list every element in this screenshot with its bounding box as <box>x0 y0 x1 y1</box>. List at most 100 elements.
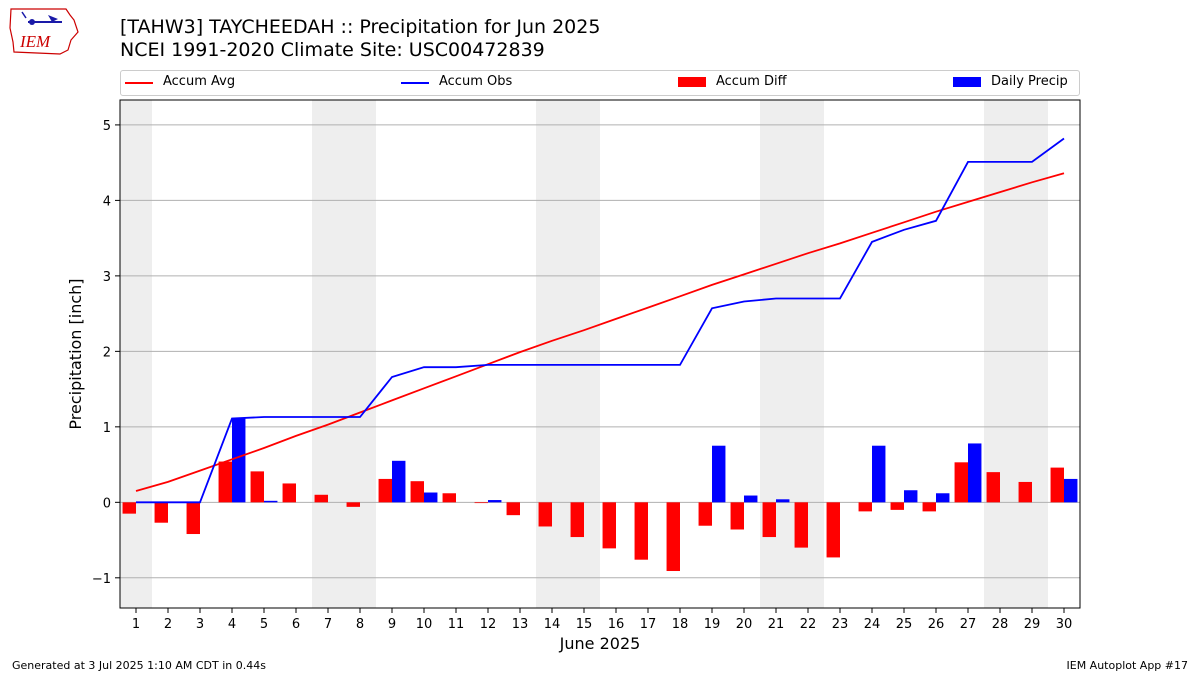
x-tick-label: 24 <box>864 617 881 632</box>
accum-diff-bar <box>154 502 168 523</box>
x-tick-label: 6 <box>292 617 300 632</box>
iem-logo: IEM <box>9 8 79 55</box>
accum-diff-bar <box>538 502 552 527</box>
chart-subtitle: NCEI 1991-2020 Climate Site: USC00472839 <box>120 39 545 61</box>
x-tick-label: 16 <box>608 617 625 632</box>
accum-diff-bar <box>666 502 680 572</box>
daily-precip-bar <box>936 493 950 503</box>
x-tick-label: 23 <box>832 617 849 632</box>
y-axis-label: Precipitation [inch] <box>66 278 85 429</box>
accum-diff-bar <box>762 502 776 538</box>
plot-frame <box>119 99 1081 609</box>
x-tick-label: 25 <box>896 617 913 632</box>
legend-swatch-accum-diff <box>678 77 706 87</box>
weekend-shade <box>984 100 1016 608</box>
accum-diff-bar <box>602 502 616 549</box>
accum-diff-bar <box>698 502 712 526</box>
daily-precip-bar <box>392 460 406 503</box>
daily-precip-bar <box>232 418 246 503</box>
accum-avg-line <box>135 172 1065 492</box>
y-tick-label: 3 <box>103 270 111 285</box>
x-tick-label: 30 <box>1056 617 1073 632</box>
legend-label-accum-diff: Accum Diff <box>716 74 787 89</box>
accum-diff-bar <box>250 471 264 503</box>
x-tick-label: 13 <box>512 617 529 632</box>
daily-precip-bar <box>872 445 886 503</box>
daily-precip-bar <box>744 495 758 503</box>
y-tick-label: 2 <box>103 345 111 360</box>
accum-diff-bar <box>442 493 456 503</box>
accum-diff-bar <box>122 502 136 514</box>
daily-precip-bar <box>424 492 438 503</box>
x-tick-label: 5 <box>260 617 268 632</box>
legend-label-accum-obs: Accum Obs <box>439 74 513 89</box>
accum-diff-bar <box>570 502 584 538</box>
daily-precip-bar <box>904 490 918 503</box>
accum-diff-bar <box>826 502 840 558</box>
iem-logo-text: IEM <box>19 32 51 51</box>
app-footer: IEM Autoplot App #17 <box>1066 659 1189 672</box>
legend-label-accum-avg: Accum Avg <box>163 74 236 89</box>
accum-diff-bar <box>986 472 1000 503</box>
accum-diff-bar <box>346 502 360 507</box>
x-tick-label: 14 <box>544 617 561 632</box>
daily-precip-bar <box>1064 478 1078 503</box>
y-tick-label: 0 <box>103 496 111 511</box>
x-tick-label: 1 <box>132 617 140 632</box>
weekend-shade <box>1016 100 1048 608</box>
legend-swatch-accum-obs <box>401 82 429 84</box>
accum-diff-bar <box>410 481 424 503</box>
x-tick-label: 10 <box>416 617 433 632</box>
daily-precip-bar <box>968 443 982 503</box>
accum-diff-bar <box>1050 467 1064 503</box>
weekend-shade <box>120 100 152 608</box>
legend-swatch-daily-precip <box>953 77 981 87</box>
x-tick-label: 2 <box>164 617 172 632</box>
x-tick-label: 11 <box>448 617 465 632</box>
accum-diff-bar <box>474 502 488 504</box>
weekend-shade <box>312 100 344 608</box>
y-tick-label: −1 <box>92 572 111 587</box>
accum-diff-bar <box>506 502 520 516</box>
accum-diff-bar <box>218 461 232 503</box>
accum-diff-bar <box>730 502 744 530</box>
generated-footer: Generated at 3 Jul 2025 1:10 AM CDT in 0… <box>12 659 266 672</box>
x-tick-label: 17 <box>640 617 657 632</box>
legend-label-daily-precip: Daily Precip <box>991 74 1068 89</box>
chart-legend: Accum Avg Accum Obs Accum Diff Daily Pre… <box>120 70 1080 96</box>
weekend-shade <box>536 100 568 608</box>
daily-precip-bar <box>264 500 278 503</box>
x-tick-label: 18 <box>672 617 689 632</box>
x-tick-label: 27 <box>960 617 977 632</box>
x-tick-label: 26 <box>928 617 945 632</box>
accum-diff-bar <box>890 502 904 510</box>
accum-diff-bar <box>794 502 808 548</box>
accum-diff-bar <box>858 502 872 512</box>
x-tick-label: 12 <box>480 617 497 632</box>
chart-title: [TAHW3] TAYCHEEDAH :: Precipitation for … <box>120 16 601 38</box>
y-tick-label: 4 <box>103 194 111 209</box>
weekend-shade <box>344 100 376 608</box>
accum-diff-bar <box>1018 481 1032 503</box>
accum-diff-bar <box>314 494 328 503</box>
accum-obs-line <box>136 137 1065 504</box>
x-tick-label: 21 <box>768 617 785 632</box>
x-tick-label: 3 <box>196 617 204 632</box>
x-tick-label: 28 <box>992 617 1009 632</box>
x-tick-label: 19 <box>704 617 721 632</box>
daily-precip-bar <box>488 500 502 503</box>
legend-swatch-accum-avg <box>125 82 153 84</box>
x-tick-label: 7 <box>324 617 332 632</box>
accum-diff-bar <box>954 462 968 503</box>
accum-diff-bar <box>186 502 200 535</box>
accum-diff-bar <box>282 483 296 503</box>
accum-diff-bar <box>378 478 392 503</box>
x-tick-label: 9 <box>388 617 396 632</box>
x-tick-label: 22 <box>800 617 817 632</box>
x-tick-label: 8 <box>356 617 364 632</box>
x-tick-label: 29 <box>1024 617 1041 632</box>
x-tick-label: 4 <box>228 617 236 632</box>
y-tick-label: 5 <box>103 119 111 134</box>
